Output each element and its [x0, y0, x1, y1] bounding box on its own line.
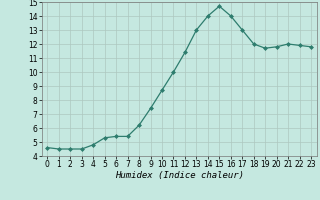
X-axis label: Humidex (Indice chaleur): Humidex (Indice chaleur)	[115, 171, 244, 180]
